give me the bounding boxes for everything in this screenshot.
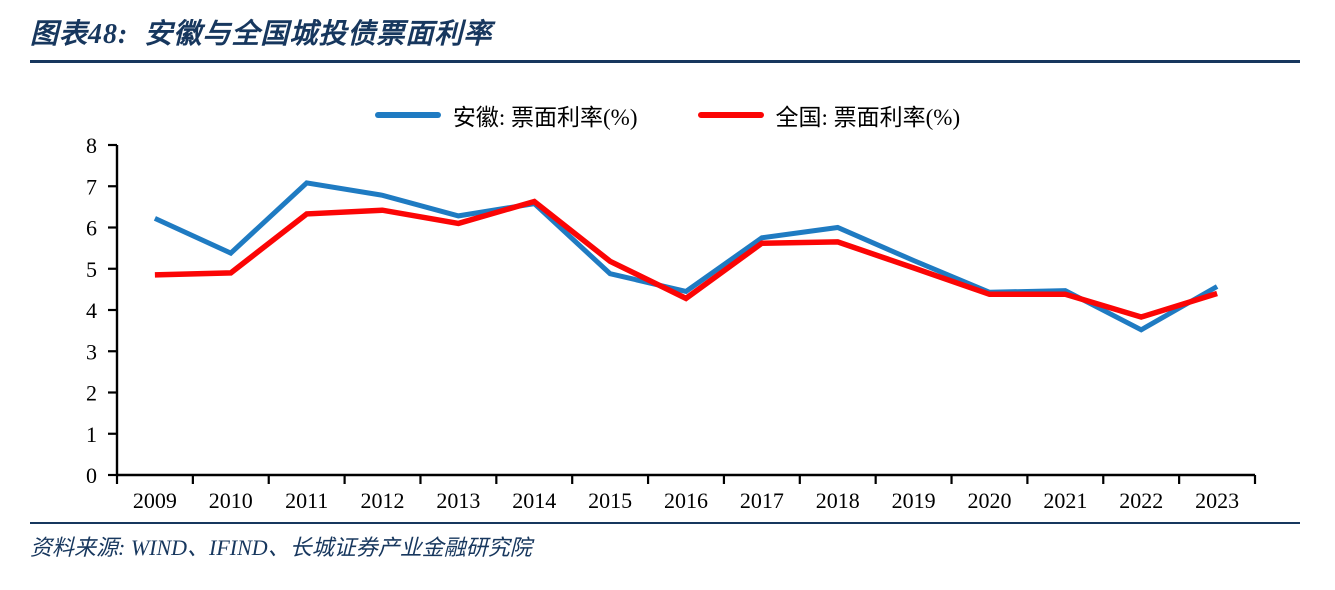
x-tick-label: 2013 xyxy=(436,488,480,513)
title-underline xyxy=(30,60,1300,63)
legend-item-national: 全国: 票面利率(%) xyxy=(697,98,961,132)
footer-divider xyxy=(30,522,1300,524)
legend-swatch-anhui xyxy=(374,112,441,118)
y-tick-label: 1 xyxy=(86,422,97,447)
x-tick-label: 2016 xyxy=(664,488,708,513)
x-tick-label: 2017 xyxy=(740,488,784,513)
y-tick-label: 6 xyxy=(86,216,97,241)
y-tick-label: 0 xyxy=(86,463,97,488)
y-tick-label: 2 xyxy=(86,381,97,406)
x-tick-label: 2009 xyxy=(133,488,177,513)
x-tick-label: 2010 xyxy=(209,488,253,513)
source-note: 资料来源: WIND、IFIND、长城证券产业金融研究院 xyxy=(30,535,532,560)
x-tick-label: 2021 xyxy=(1043,488,1087,513)
y-tick-label: 5 xyxy=(86,257,97,282)
series-line-anhui xyxy=(153,180,1219,333)
legend-item-anhui: 安徽: 票面利率(%) xyxy=(374,98,638,132)
x-tick-label: 2022 xyxy=(1119,488,1163,513)
y-tick-label: 4 xyxy=(86,298,97,323)
chart-legend: 安徽: 票面利率(%) 全国: 票面利率(%) xyxy=(0,98,1335,132)
legend-swatch-national xyxy=(697,112,764,118)
x-tick-label: 2014 xyxy=(512,488,556,513)
x-tick-label: 2015 xyxy=(588,488,632,513)
line-chart: 0 1 2 3 4 5 6 7 8 2009 2010 2011 2012 2013 2014 2015 201… xyxy=(86,133,1257,513)
x-tick-label: 2012 xyxy=(361,488,405,513)
x-tick-label: 2020 xyxy=(967,488,1011,513)
y-tick-label: 3 xyxy=(86,339,97,364)
series-line-national xyxy=(154,198,1218,320)
x-tick-label: 2019 xyxy=(892,488,936,513)
chart-title: 图表48: 安徽与全国城投债票面利率 xyxy=(30,19,493,50)
x-tick-label: 2011 xyxy=(285,488,328,513)
x-tick-label: 2023 xyxy=(1195,488,1239,513)
legend-label-anhui: 安徽: 票面利率(%) xyxy=(452,105,638,130)
legend-label-national: 全国: 票面利率(%) xyxy=(775,105,961,130)
y-tick-label: 8 xyxy=(86,133,97,158)
y-tick-label: 7 xyxy=(86,174,97,199)
x-tick-label: 2018 xyxy=(816,488,860,513)
